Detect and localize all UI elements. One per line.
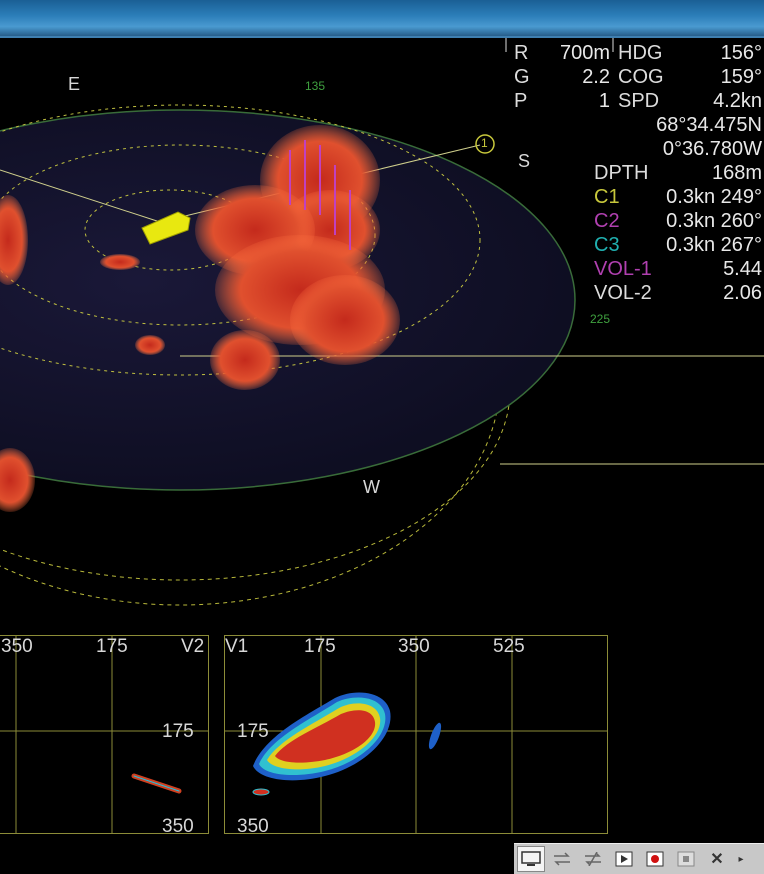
cog-value: 159° <box>720 66 762 88</box>
gain-value: 2.2 <box>582 66 610 88</box>
v1-tick-175: 175 <box>304 636 336 657</box>
header-brackets <box>505 38 614 52</box>
range-label: R <box>514 42 529 64</box>
stop-icon[interactable] <box>672 846 700 872</box>
bearing-135: 135 <box>305 79 326 93</box>
v1-depth-350: 350 <box>237 816 269 837</box>
c1-value: 0.3kn 249° <box>666 186 762 208</box>
cog-label: COG <box>618 66 664 88</box>
c2-value: 0.3kn 260° <box>666 210 762 232</box>
play-icon[interactable] <box>610 846 638 872</box>
hdg-value: 156° <box>720 42 762 64</box>
c3-label: C3 <box>594 234 620 256</box>
v1-grid <box>225 636 607 833</box>
hdg-label: HDG <box>618 42 663 64</box>
vol1-label: VOL-1 <box>594 258 652 280</box>
tools-icon[interactable]: ✕ <box>710 851 724 868</box>
v2-grid <box>0 636 208 833</box>
vol1-value: 5.44 <box>723 258 762 280</box>
v1-depth-175: 175 <box>237 721 269 742</box>
v1-echo <box>252 692 442 796</box>
v2-panel-name: V2 <box>181 636 205 657</box>
v1-tick-525: 525 <box>493 636 525 657</box>
monitor-icon[interactable] <box>517 846 545 872</box>
vertical-slice-v2-panel[interactable]: 350 175 V2 175 350 <box>0 635 209 837</box>
bearing-225: 225 <box>590 312 611 326</box>
v1-tick-350: 350 <box>398 636 430 657</box>
vol2-value: 2.06 <box>723 282 762 304</box>
v2-depth-350: 350 <box>162 816 194 837</box>
range-value: 700m <box>559 42 610 64</box>
fish-echoes <box>0 125 400 512</box>
record-icon[interactable] <box>641 846 669 872</box>
target-marker-number: 1 <box>481 136 488 150</box>
sync-off-icon[interactable] <box>579 846 607 872</box>
spd-value: 4.2kn <box>713 90 762 112</box>
own-ship-marker <box>141 211 191 245</box>
v1-panel-name: V1 <box>225 636 249 657</box>
depth-value: 168m <box>711 162 762 184</box>
vertical-slice-v1-panel[interactable]: V1 175 350 525 175 350 <box>224 635 608 837</box>
v2-depth-175: 175 <box>162 721 194 742</box>
compass-south: S <box>518 151 531 171</box>
gain-label: G <box>514 66 530 88</box>
sonar-3d-view[interactable] <box>0 38 764 638</box>
c1-label: C1 <box>594 186 620 208</box>
p-label: P <box>514 90 528 112</box>
p-value: 1 <box>598 90 610 112</box>
v2-tick-350: 350 <box>1 636 33 657</box>
top-banner <box>0 0 764 38</box>
target-marker-circle[interactable] <box>475 134 495 154</box>
latitude: 68°34.475N <box>656 114 762 136</box>
longitude: 0°36.780W <box>662 138 762 160</box>
bottom-toolbar: ✕ ▸ <box>514 843 764 874</box>
depth-label: DPTH <box>594 162 649 184</box>
c2-label: C2 <box>594 210 620 232</box>
sync-icon[interactable] <box>548 846 576 872</box>
spd-label: SPD <box>618 90 660 112</box>
compass-west: W <box>363 477 380 497</box>
c3-value: 0.3kn 267° <box>666 234 762 256</box>
v2-tick-175: 175 <box>96 636 128 657</box>
more-icon[interactable]: ▸ <box>738 853 744 865</box>
vol2-label: VOL-2 <box>594 282 652 304</box>
compass-east: E <box>68 74 81 94</box>
